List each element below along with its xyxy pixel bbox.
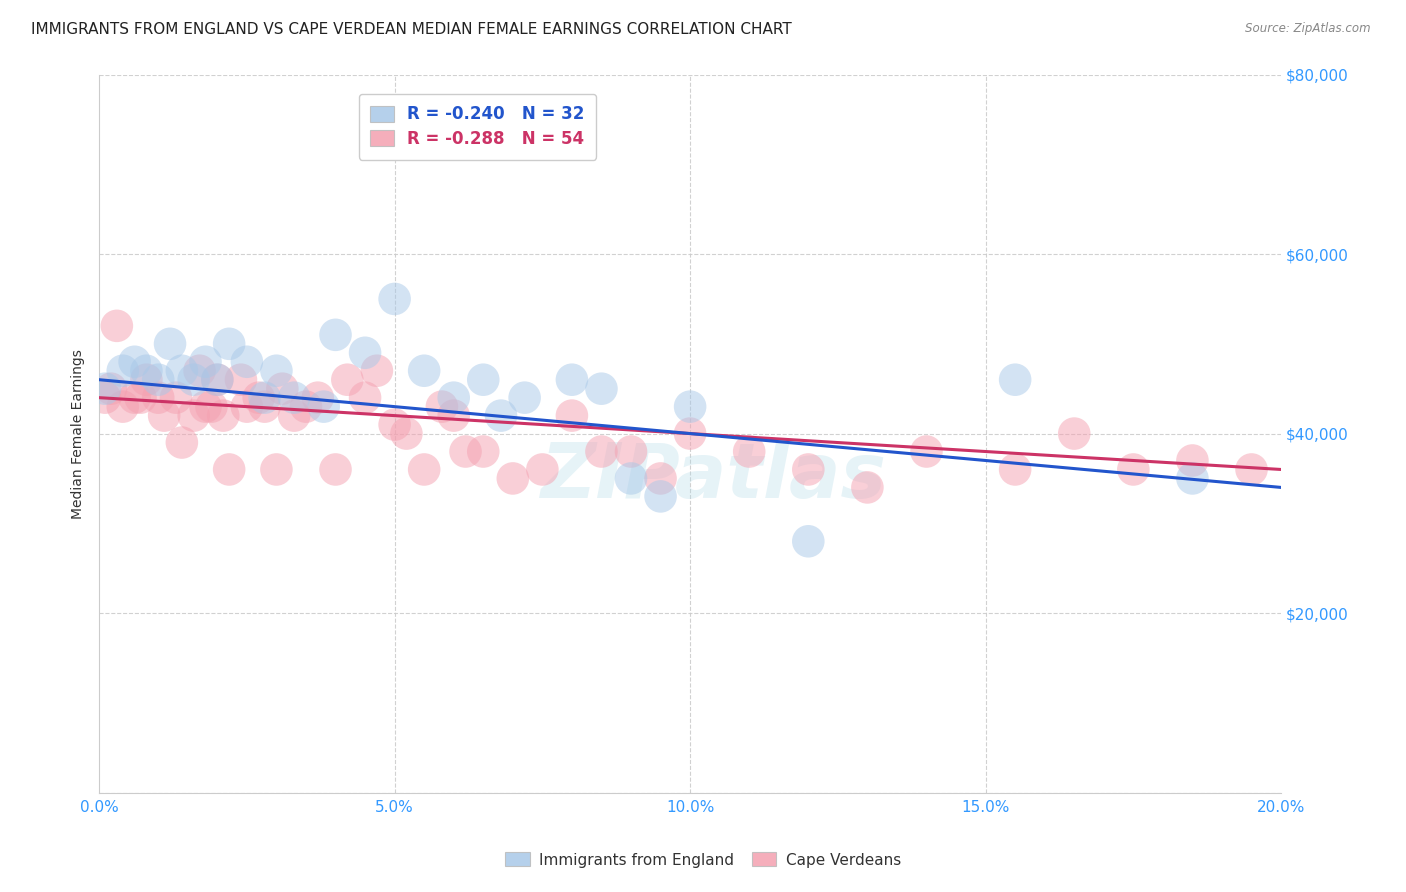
Point [111, 364, 134, 378]
Point [797, 534, 820, 549]
Point [336, 373, 359, 387]
Point [561, 409, 583, 423]
Point [591, 444, 613, 458]
Point [531, 462, 554, 476]
Point [738, 444, 761, 458]
Point [325, 462, 347, 476]
Point [105, 318, 128, 333]
Point [472, 373, 495, 387]
Point [384, 417, 406, 432]
Point [797, 462, 820, 476]
Point [620, 444, 643, 458]
Point [513, 391, 536, 405]
Point [200, 400, 222, 414]
Point [1004, 373, 1026, 387]
Point [124, 355, 146, 369]
Point [1181, 453, 1204, 467]
Point [170, 435, 193, 450]
Point [283, 391, 305, 405]
Point [188, 364, 211, 378]
Point [148, 391, 170, 405]
Point [1240, 462, 1263, 476]
Point [413, 462, 436, 476]
Point [489, 409, 512, 423]
Point [561, 373, 583, 387]
Point [218, 336, 240, 351]
Point [253, 400, 276, 414]
Point [94, 391, 117, 405]
Point [111, 400, 134, 414]
Point [591, 382, 613, 396]
Point [165, 391, 187, 405]
Point [207, 373, 229, 387]
Point [218, 462, 240, 476]
Point [229, 373, 252, 387]
Point [194, 400, 217, 414]
Point [271, 382, 294, 396]
Legend: Immigrants from England, Cape Verdeans: Immigrants from England, Cape Verdeans [499, 847, 907, 873]
Point [312, 400, 335, 414]
Point [1063, 426, 1085, 441]
Point [94, 382, 117, 396]
Point [266, 462, 288, 476]
Legend: R = -0.240   N = 32, R = -0.288   N = 54: R = -0.240 N = 32, R = -0.288 N = 54 [359, 94, 596, 160]
Text: Source: ZipAtlas.com: Source: ZipAtlas.com [1246, 22, 1371, 36]
Point [236, 400, 259, 414]
Point [679, 400, 702, 414]
Point [207, 373, 229, 387]
Point [472, 444, 495, 458]
Text: IMMIGRANTS FROM ENGLAND VS CAPE VERDEAN MEDIAN FEMALE EARNINGS CORRELATION CHART: IMMIGRANTS FROM ENGLAND VS CAPE VERDEAN … [31, 22, 792, 37]
Point [283, 409, 305, 423]
Point [325, 327, 347, 342]
Point [148, 373, 170, 387]
Point [502, 471, 524, 485]
Point [129, 391, 152, 405]
Point [620, 471, 643, 485]
Point [183, 409, 205, 423]
Y-axis label: Median Female Earnings: Median Female Earnings [72, 349, 86, 518]
Point [124, 391, 146, 405]
Point [247, 391, 270, 405]
Point [295, 400, 318, 414]
Point [1004, 462, 1026, 476]
Point [183, 373, 205, 387]
Point [366, 364, 388, 378]
Point [153, 409, 176, 423]
Point [443, 391, 465, 405]
Point [253, 391, 276, 405]
Point [170, 364, 193, 378]
Point [384, 292, 406, 306]
Point [135, 373, 157, 387]
Point [679, 426, 702, 441]
Point [354, 391, 377, 405]
Point [650, 471, 672, 485]
Point [212, 409, 235, 423]
Text: ZIPatlas: ZIPatlas [541, 440, 887, 514]
Point [650, 490, 672, 504]
Point [443, 409, 465, 423]
Point [194, 355, 217, 369]
Point [1122, 462, 1144, 476]
Point [413, 364, 436, 378]
Point [100, 382, 122, 396]
Point [430, 400, 453, 414]
Point [307, 391, 329, 405]
Point [135, 364, 157, 378]
Point [159, 336, 181, 351]
Point [856, 480, 879, 494]
Point [915, 444, 938, 458]
Point [1181, 471, 1204, 485]
Point [354, 345, 377, 359]
Point [395, 426, 418, 441]
Point [454, 444, 477, 458]
Point [236, 355, 259, 369]
Point [266, 364, 288, 378]
